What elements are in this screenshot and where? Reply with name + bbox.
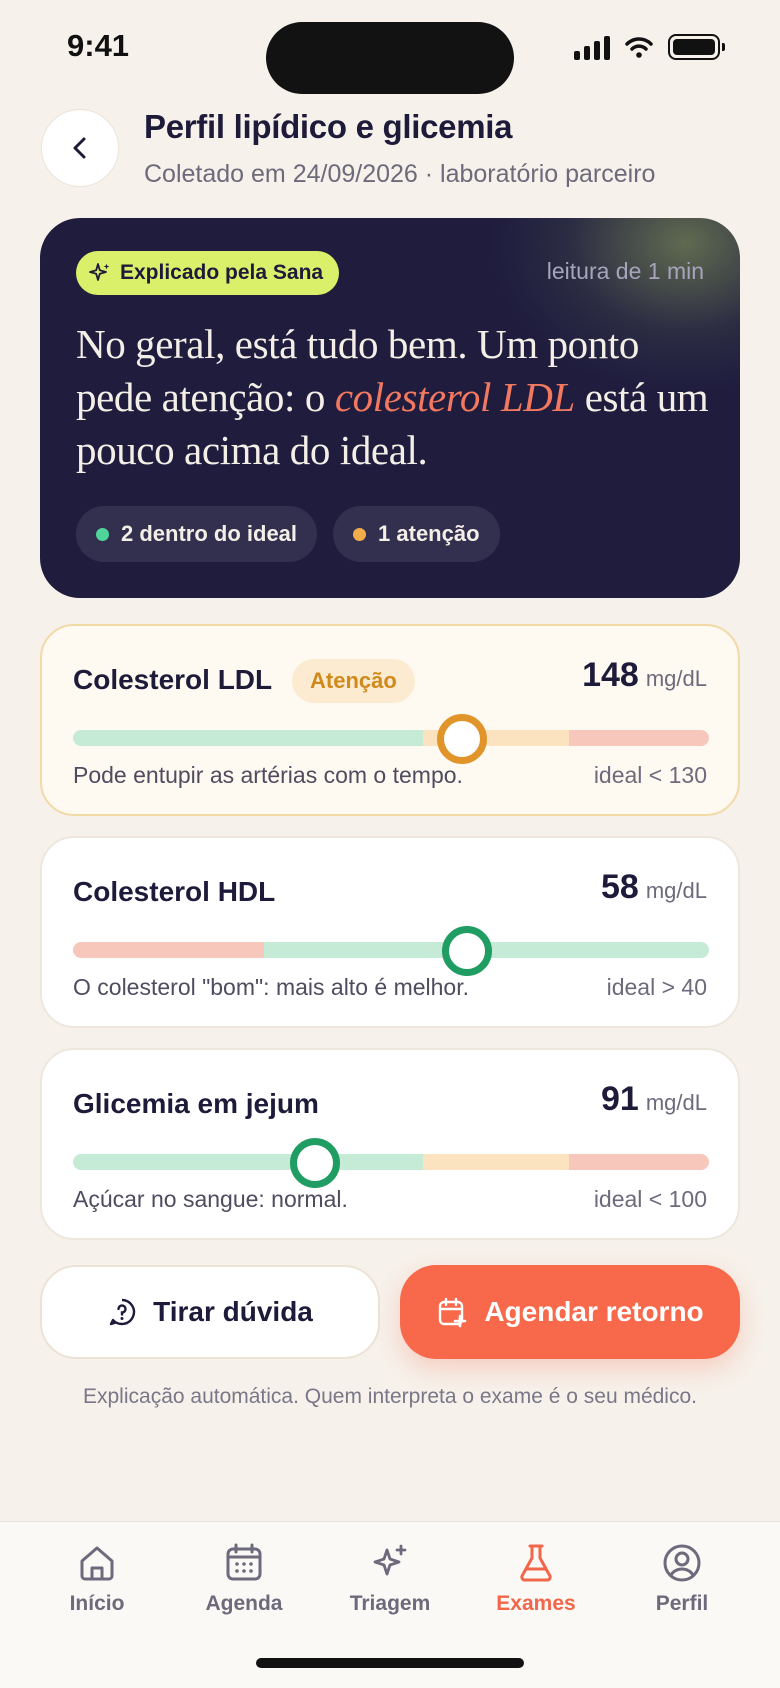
schedule-return-label: Agendar retorno: [484, 1296, 704, 1327]
metric-card-glucose[interactable]: Glicemia em jejum 91 mg/dL Açúcar no san…: [40, 1048, 740, 1240]
summary-highlight: colesterol LDL: [334, 374, 575, 420]
summary-text-start: No geral, está tudo bem. Um ponto pede a…: [76, 321, 639, 420]
page-title: Perfil lipídico e glicemia: [144, 108, 513, 145]
ideal-range: ideal < 100: [593, 1186, 707, 1212]
value-number: 148: [582, 656, 639, 694]
tab-label: Início: [69, 1592, 125, 1615]
chevron-left-icon: [73, 137, 86, 159]
calendar-icon: [226, 1543, 262, 1581]
range-bar: [73, 730, 709, 746]
tab-label: Exames: [496, 1592, 576, 1615]
metric-description: O colesterol "bom": mais alto é melhor.: [73, 974, 469, 1000]
pill-attention: 1 atenção: [333, 506, 500, 562]
range-marker: [290, 1138, 340, 1188]
pill-label: 1 atenção: [378, 521, 480, 546]
value-unit: mg/dL: [645, 1090, 707, 1115]
range-bar: [73, 1154, 709, 1170]
tab-label: Agenda: [205, 1592, 283, 1615]
attention-tag: Atenção: [292, 659, 415, 703]
ideal-range: ideal > 40: [606, 974, 707, 1000]
metric-description: Pode entupir as artérias com o tempo.: [73, 762, 463, 788]
range-bar: [73, 942, 709, 958]
value-number: 58: [601, 868, 639, 906]
status-pills: 2 dentro do ideal 1 atenção: [76, 506, 500, 562]
tab-inicio[interactable]: Início: [27, 1542, 167, 1616]
range-marker: [442, 926, 492, 976]
ai-explained-badge: Explicado pela Sana: [76, 251, 340, 295]
metric-description: Açúcar no sangue: normal.: [73, 1186, 348, 1212]
sparkles-icon: [373, 1544, 407, 1576]
tab-exames[interactable]: Exames: [466, 1542, 606, 1616]
page-subtitle: Coletado em 24/09/2026 · laboratório par…: [144, 160, 656, 188]
pill-in-range: 2 dentro do ideal: [76, 506, 318, 562]
back-button[interactable]: [41, 109, 119, 187]
tab-triagem[interactable]: Triagem: [320, 1542, 460, 1616]
orange-dot-icon: [353, 527, 367, 541]
value-number: 91: [601, 1080, 639, 1118]
value-unit: mg/dL: [645, 666, 707, 691]
flask-icon: [520, 1544, 552, 1582]
metric-name: Glicemia em jejum: [73, 1088, 319, 1119]
status-time: 9:41: [67, 28, 130, 63]
sparkle-icon: [89, 263, 110, 281]
status-bar: 9:41: [0, 0, 780, 100]
disclaimer: Explicação automática. Quem interpreta o…: [83, 1385, 697, 1408]
user-icon: [663, 1544, 701, 1582]
ai-summary-card: Explicado pela Sana leitura de 1 min No …: [40, 218, 740, 598]
tab-label: Triagem: [349, 1592, 431, 1615]
tab-agenda[interactable]: Agenda: [174, 1542, 314, 1616]
pill-label: 2 dentro do ideal: [121, 521, 298, 546]
ask-question-label: Tirar dúvida: [153, 1296, 313, 1327]
metric-value: 148 mg/dL: [582, 656, 707, 695]
home-indicator: [256, 1658, 524, 1668]
summary-text-end: está um pouco acima do ideal.: [76, 374, 709, 473]
signal-icon: [574, 34, 610, 60]
metric-name: Colesterol LDL: [73, 664, 273, 695]
range-marker: [437, 714, 487, 764]
wifi-icon: [625, 37, 653, 58]
home-icon: [80, 1546, 114, 1581]
metric-card-hdl[interactable]: Colesterol HDL 58 mg/dL O colesterol "bo…: [40, 836, 740, 1028]
read-time: leitura de 1 min: [546, 258, 704, 284]
tab-label: Perfil: [655, 1592, 709, 1615]
metric-card-ldl[interactable]: Colesterol LDL Atenção 148 mg/dL Pode en…: [40, 624, 740, 816]
metric-name: Colesterol HDL: [73, 876, 276, 907]
green-dot-icon: [96, 527, 109, 541]
metric-value: 58 mg/dL: [601, 868, 707, 907]
dynamic-island: [266, 22, 514, 94]
battery-icon: [668, 34, 725, 60]
ideal-range: ideal < 130: [593, 762, 707, 788]
ask-question-button[interactable]: Tirar dúvida: [40, 1265, 380, 1359]
value-unit: mg/dL: [645, 878, 707, 903]
summary-text: No geral, está tudo bem. Um ponto pede a…: [76, 318, 716, 477]
badge-label: Explicado pela Sana: [120, 261, 324, 284]
metric-value: 91 mg/dL: [601, 1080, 707, 1119]
schedule-return-button[interactable]: Agendar retorno: [400, 1265, 740, 1359]
tab-perfil[interactable]: Perfil: [612, 1542, 752, 1616]
calendar-plus-icon: [439, 1297, 467, 1328]
status-icons: [574, 34, 725, 60]
chat-question-icon: [109, 1298, 136, 1326]
